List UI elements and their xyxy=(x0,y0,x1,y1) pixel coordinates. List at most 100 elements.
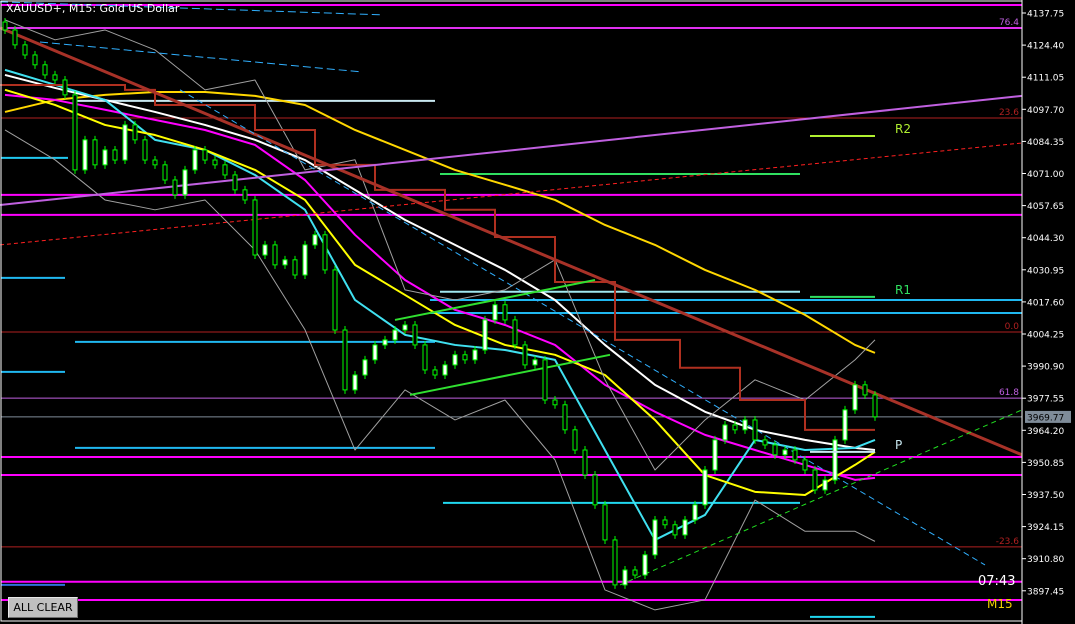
y-tick-label: 4097.70 xyxy=(1027,106,1064,116)
bull-candle xyxy=(642,554,648,576)
bull-candle xyxy=(192,149,198,171)
all-clear-button[interactable]: ALL CLEAR xyxy=(8,597,78,618)
bear-candle xyxy=(12,29,18,46)
fibonacci-levels: 76.4 23.6 0.0 61.8 -23.6 xyxy=(1,18,1022,548)
indicator-ma_fast xyxy=(4,88,876,496)
fib-level-label: 0.0 xyxy=(1005,322,1020,332)
bear-candle xyxy=(512,319,518,346)
bull-candle xyxy=(652,519,658,556)
trendline-blue-dashed xyxy=(179,89,986,566)
plot-border xyxy=(0,0,1023,622)
bear-candle xyxy=(62,79,68,96)
bear-candle xyxy=(862,384,868,396)
bear-candle xyxy=(202,149,208,161)
bull-candle xyxy=(382,339,388,346)
bear-candle xyxy=(562,404,568,431)
fib-level-label: 23.6 xyxy=(999,108,1019,118)
bear-candle xyxy=(502,304,508,321)
bear-candle xyxy=(582,449,588,476)
indicator-bb_upper xyxy=(4,19,876,471)
bull-candle xyxy=(392,329,398,341)
bear-candle xyxy=(22,44,28,56)
bull-candle xyxy=(482,319,488,351)
bear-candle xyxy=(292,259,298,276)
bear-candle xyxy=(772,444,778,456)
step-line xyxy=(0,84,875,431)
bar-timer: 07:43 xyxy=(978,574,1016,589)
bear-candle xyxy=(2,21,8,31)
y-tick-label: 4111.05 xyxy=(1027,74,1064,84)
bear-candle xyxy=(342,329,348,391)
bull-candle xyxy=(302,244,308,276)
trendlines xyxy=(0,1,1023,586)
bear-candle xyxy=(32,54,38,66)
bear-candle xyxy=(872,394,878,418)
pivot-label: R1 xyxy=(895,283,911,297)
bear-candle xyxy=(332,269,338,331)
bull-candle xyxy=(832,439,838,481)
y-tick-label: 4057.65 xyxy=(1027,202,1064,212)
y-tick-label: 4004.25 xyxy=(1027,330,1064,340)
current-price-label: 3969.77 xyxy=(1027,413,1064,423)
y-tick-label: 4030.95 xyxy=(1027,266,1064,276)
bear-candle xyxy=(572,429,578,451)
trendline-red-dashed xyxy=(0,142,1023,246)
fib-level-label: 76.4 xyxy=(999,18,1019,28)
pivot-levels: R2 R1 P xyxy=(810,122,911,453)
pivot-label: R2 xyxy=(895,122,911,136)
bull-candle xyxy=(702,469,708,506)
bull-candle xyxy=(622,569,628,586)
fib-level-label: 61.8 xyxy=(999,388,1019,398)
bear-candle xyxy=(522,344,528,366)
trendline-top-dashed-1 xyxy=(0,1,381,16)
bull-candle xyxy=(492,304,498,321)
y-tick-label: 3977.55 xyxy=(1027,395,1064,405)
bull-candle xyxy=(282,259,288,266)
y-tick-label: 4124.40 xyxy=(1027,42,1064,52)
bull-candle xyxy=(712,439,718,471)
bear-candle xyxy=(792,449,798,461)
bear-candle xyxy=(602,504,608,541)
bear-candle xyxy=(542,359,548,401)
bear-candle xyxy=(802,459,808,471)
bull-candle xyxy=(692,504,698,521)
bear-candle xyxy=(732,424,738,431)
bear-candle xyxy=(232,174,238,191)
y-tick-label: 4071.00 xyxy=(1027,170,1064,180)
y-tick-label: 4017.60 xyxy=(1027,298,1064,308)
pivot-label: P xyxy=(895,438,902,452)
bear-candle xyxy=(42,64,48,76)
indicator-bb_lower xyxy=(4,129,876,611)
bull-candle xyxy=(822,479,828,491)
trendline-green-dashed xyxy=(619,409,1023,586)
bull-candle xyxy=(722,424,728,441)
bull-candle xyxy=(842,409,848,441)
trendline-top-dashed-2 xyxy=(39,41,361,73)
bull-candle xyxy=(352,374,358,391)
bull-candle xyxy=(402,324,408,331)
bull-candle xyxy=(182,169,188,196)
bull-candle xyxy=(742,419,748,431)
y-tick-label: 3964.20 xyxy=(1027,427,1064,437)
bear-candle xyxy=(752,419,758,441)
bear-candle xyxy=(162,164,168,181)
bear-candle xyxy=(662,519,668,526)
bear-candle xyxy=(412,324,418,346)
bull-candle xyxy=(442,364,448,376)
bear-candle xyxy=(252,199,258,256)
bull-candle xyxy=(782,449,788,456)
trendline-channel-lower xyxy=(409,353,611,396)
bull-candle xyxy=(312,234,318,246)
current-price-box xyxy=(1025,410,1071,423)
bear-candle xyxy=(612,539,618,586)
bull-candle xyxy=(532,359,538,366)
bear-candle xyxy=(72,94,78,171)
y-tick-label: 4084.35 xyxy=(1027,138,1064,148)
bear-candle xyxy=(422,344,428,371)
bear-candle xyxy=(762,439,768,446)
bear-candle xyxy=(672,524,678,536)
bear-candle xyxy=(152,159,158,166)
bull-candle xyxy=(452,354,458,366)
bull-candle xyxy=(852,384,858,411)
